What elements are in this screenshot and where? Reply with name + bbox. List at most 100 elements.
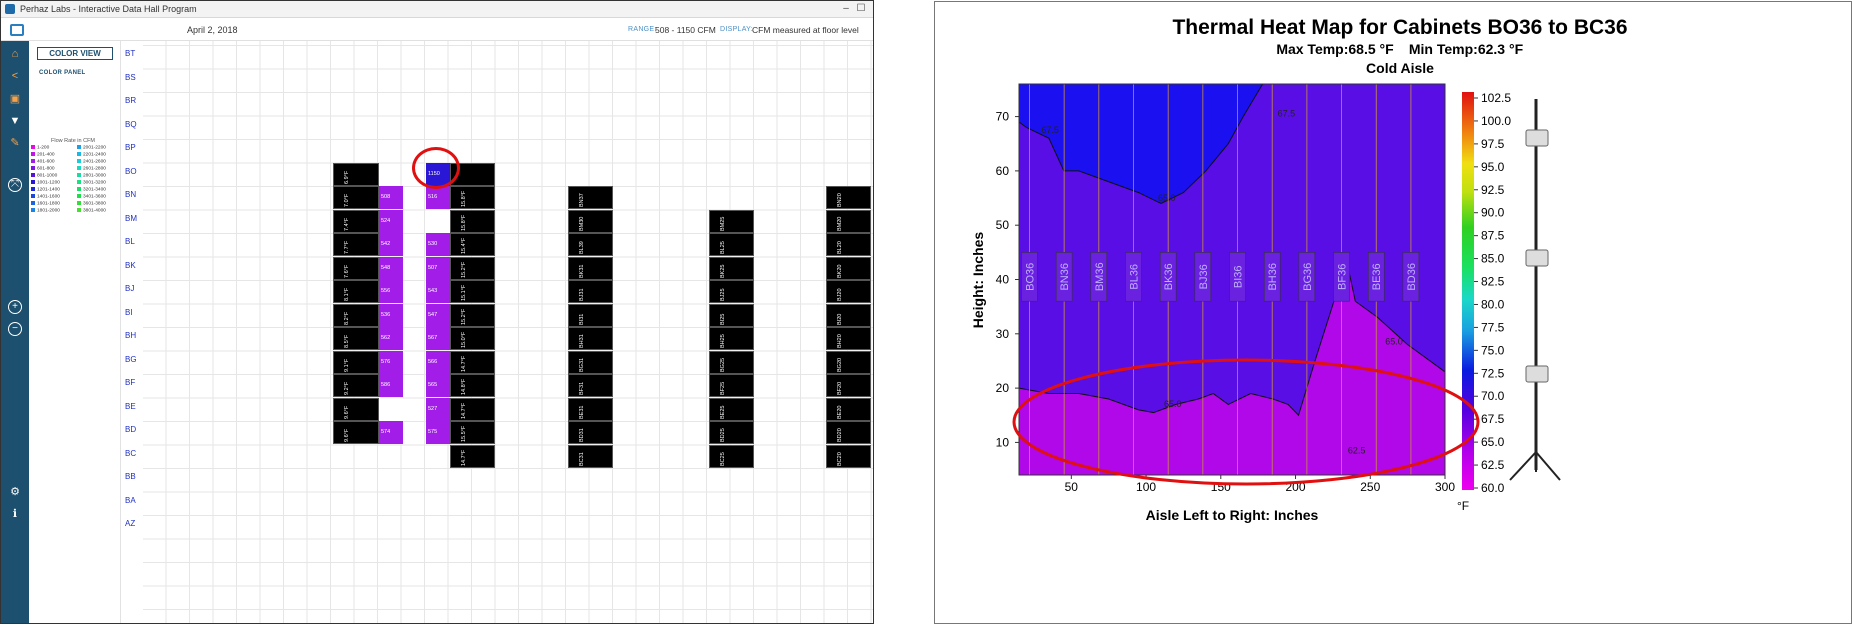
grid-cell[interactable]: 524: [379, 209, 403, 233]
grid-cell[interactable]: BK31: [568, 256, 613, 280]
grid-cell[interactable]: 562: [379, 327, 403, 350]
grid-cell[interactable]: 15.0°F: [450, 327, 495, 350]
grid-cell[interactable]: 7.6°F: [333, 256, 379, 280]
grid-cell[interactable]: BE31: [568, 397, 613, 421]
grid-cell[interactable]: 507: [426, 256, 450, 280]
grid-cell[interactable]: BF20: [826, 374, 871, 397]
grid-cell[interactable]: 15.2°F: [450, 303, 495, 327]
brush-icon[interactable]: ✎: [10, 137, 20, 149]
grid-cell[interactable]: 15.2°F: [450, 256, 495, 280]
grid-cell[interactable]: BD20: [826, 421, 871, 444]
grid-cell[interactable]: 530: [426, 233, 450, 256]
grid-cell[interactable]: BH31: [568, 327, 613, 350]
grid-cell[interactable]: BJ31: [568, 280, 613, 303]
home-icon[interactable]: ⌂: [11, 48, 19, 60]
layers-icon[interactable]: ▣: [9, 93, 21, 105]
grid-cell[interactable]: BM30: [568, 209, 613, 233]
cell-value: BE31: [579, 405, 585, 419]
grid-cell[interactable]: 14.7°F: [450, 350, 495, 374]
grid-cell[interactable]: 548: [379, 256, 403, 280]
share-icon[interactable]: <: [11, 70, 19, 82]
grid-cell[interactable]: 576: [379, 350, 403, 374]
colorbar-tick-label: 60.0: [1481, 481, 1505, 495]
grid-cell[interactable]: 575: [426, 421, 450, 444]
grid-cell[interactable]: 586: [379, 374, 403, 397]
grid-cell[interactable]: BE25: [709, 397, 754, 421]
grid-cell[interactable]: BH20: [826, 327, 871, 350]
legend-item: 3201-3400: [77, 187, 106, 192]
grid-cell[interactable]: 508: [379, 186, 403, 209]
grid-cell[interactable]: BM25: [709, 209, 754, 233]
grid-cell[interactable]: BH25: [709, 327, 754, 350]
grid-cell[interactable]: BD31: [568, 421, 613, 444]
grid-cell[interactable]: 566: [426, 350, 450, 374]
grid-cell[interactable]: BG25: [709, 350, 754, 374]
grid-cell[interactable]: BN20: [826, 186, 871, 209]
grid-cell[interactable]: BC31: [568, 444, 613, 468]
grid-cell[interactable]: BJ25: [709, 280, 754, 303]
grid-cell[interactable]: BI20: [826, 303, 871, 327]
grid-cell[interactable]: 9.6°F: [333, 421, 379, 444]
grid-cell[interactable]: BI31: [568, 303, 613, 327]
grid-cell[interactable]: BG31: [568, 350, 613, 374]
grid-cell[interactable]: BJ20: [826, 280, 871, 303]
grid-cell[interactable]: 9.6°F: [333, 397, 379, 421]
grid-cell[interactable]: BM20: [826, 209, 871, 233]
zoom-in-icon[interactable]: +: [8, 300, 22, 314]
grid-cell[interactable]: 543: [426, 280, 450, 303]
grid-cell[interactable]: 536: [379, 303, 403, 327]
grid-cell[interactable]: 9.1°F: [333, 350, 379, 374]
grid-cell[interactable]: BL25: [709, 233, 754, 256]
color-view-button[interactable]: COLOR VIEW: [37, 47, 113, 60]
grid-cell[interactable]: 7.7°F: [333, 233, 379, 256]
grid-cell[interactable]: BL20: [826, 233, 871, 256]
cabinet-label: BO36: [1021, 252, 1038, 302]
grid-cell[interactable]: [379, 397, 403, 421]
grid-cell[interactable]: 14.7°F: [450, 397, 495, 421]
grid-cell[interactable]: 15.8°F: [450, 209, 495, 233]
grid-cell[interactable]: BE20: [826, 397, 871, 421]
grid-cell[interactable]: BF31: [568, 374, 613, 397]
grid-cell[interactable]: BL39: [568, 233, 613, 256]
grid-cell[interactable]: 542: [379, 233, 403, 256]
grid-cell[interactable]: BN37: [568, 186, 613, 209]
grid-cell[interactable]: [426, 209, 450, 233]
grid-cell[interactable]: 9.2°F: [333, 374, 379, 397]
grid-cell[interactable]: BI25: [709, 303, 754, 327]
grid-cell[interactable]: BC20: [826, 444, 871, 468]
zoom-out-icon[interactable]: −: [8, 322, 22, 336]
grid-cell[interactable]: 15.8°F: [450, 186, 495, 209]
grid-cell[interactable]: 15.1°F: [450, 280, 495, 303]
fullscreen-icon[interactable]: ⤧: [8, 178, 22, 192]
grid-cell[interactable]: 527: [426, 397, 450, 421]
grid-cell[interactable]: BK20: [826, 256, 871, 280]
grid-cell[interactable]: 565: [426, 374, 450, 397]
info-icon[interactable]: ℹ: [12, 508, 18, 520]
grid-cell[interactable]: 8.5°F: [333, 327, 379, 350]
grid-cell[interactable]: BK25: [709, 256, 754, 280]
grid-cell[interactable]: 6.9°F: [333, 162, 379, 186]
grid-cell[interactable]: BC25: [709, 444, 754, 468]
colorbar-tick-label: 97.5: [1481, 137, 1505, 151]
grid-cell[interactable]: 8.2°F: [333, 303, 379, 327]
grid-cell[interactable]: 7.0°F: [333, 186, 379, 209]
grid-cell[interactable]: 516: [426, 186, 450, 209]
filter-icon[interactable]: ▼: [9, 115, 21, 127]
grid-cell[interactable]: 7.4°F: [333, 209, 379, 233]
maximize-button[interactable]: ☐: [856, 3, 866, 14]
gear-icon[interactable]: ⚙: [10, 486, 20, 498]
grid-cell[interactable]: BD25: [709, 421, 754, 444]
grid-cell[interactable]: 574: [379, 421, 403, 444]
grid-cell[interactable]: 15.4°F: [450, 233, 495, 256]
display-value: CFM measured at floor level: [752, 25, 859, 35]
grid-cell[interactable]: 8.1°F: [333, 280, 379, 303]
grid-cell[interactable]: BF25: [709, 374, 754, 397]
grid-cell[interactable]: 15.5°F: [450, 421, 495, 444]
grid-cell[interactable]: 556: [379, 280, 403, 303]
grid-cell[interactable]: 567: [426, 327, 450, 350]
grid-cell[interactable]: BG20: [826, 350, 871, 374]
grid-cell[interactable]: 547: [426, 303, 450, 327]
minimize-button[interactable]: –: [843, 3, 849, 14]
grid-cell[interactable]: 14.7°F: [450, 444, 495, 468]
grid-cell[interactable]: 14.8°F: [450, 374, 495, 397]
